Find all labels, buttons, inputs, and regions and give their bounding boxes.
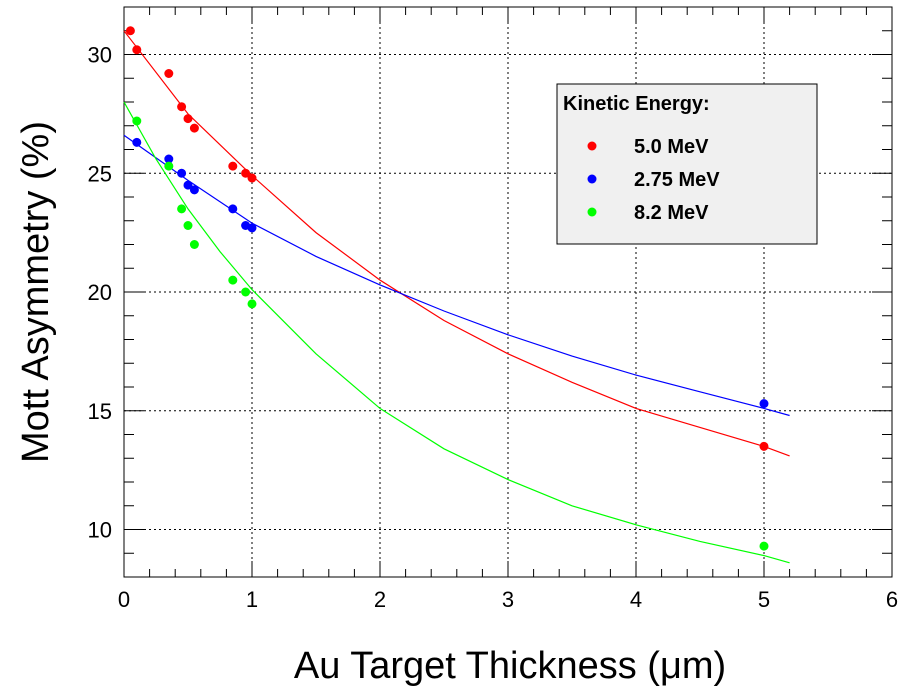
x-axis-title: Au Target Thickness (μm)	[294, 645, 726, 687]
legend-marker	[587, 207, 597, 217]
data-point	[189, 123, 199, 133]
data-point	[228, 161, 238, 171]
y-axis-title: Mott Asymmetry (%)	[15, 121, 57, 463]
x-tick-label: 5	[758, 587, 770, 612]
x-tick-label: 0	[118, 587, 130, 612]
data-point	[125, 26, 135, 36]
data-point	[132, 137, 142, 147]
tick-labels: 0 1 2 3 4 5 6 10 15 20 25 30	[88, 43, 899, 613]
fit-curve	[123, 101, 790, 564]
data-point	[164, 154, 174, 164]
legend-box	[556, 83, 818, 245]
data-point	[241, 168, 251, 178]
data-point	[177, 168, 187, 178]
data-point	[247, 173, 257, 183]
series-5-0-mev	[123, 26, 790, 457]
series-8-2-mev	[123, 101, 790, 564]
data-point	[183, 114, 193, 124]
x-tick-label: 6	[886, 587, 898, 612]
legend-marker	[587, 141, 597, 151]
data-point	[228, 204, 238, 214]
x-tick-label: 2	[374, 587, 386, 612]
data-point	[189, 185, 199, 195]
data-point	[189, 240, 199, 249]
series-2-75-mev	[123, 134, 790, 417]
data-point	[132, 45, 142, 55]
legend-items: 5.0 MeV 2.75 MeV 8.2 MeV	[587, 136, 720, 224]
y-tick-label: 15	[88, 399, 112, 424]
legend-title: Kinetic Energy:	[563, 93, 710, 115]
data-point	[247, 299, 257, 309]
data-point	[759, 441, 769, 451]
data-point	[247, 223, 257, 233]
data-point	[132, 116, 142, 126]
x-tick-label: 4	[630, 587, 642, 612]
legend: Kinetic Energy: 5.0 MeV 2.75 MeV 8.2 MeV	[556, 83, 818, 245]
fit-curve	[123, 134, 790, 417]
x-tick-label: 3	[502, 587, 514, 612]
data-point	[177, 102, 187, 112]
data-point	[241, 287, 251, 297]
data-point	[228, 275, 238, 285]
legend-label: 8.2 MeV	[634, 202, 709, 224]
y-tick-label: 25	[88, 161, 112, 186]
data-point	[164, 161, 174, 171]
y-tick-label: 10	[88, 518, 112, 543]
data-point	[177, 204, 187, 214]
series-layer	[123, 26, 790, 564]
data-point	[759, 541, 769, 551]
legend-label: 2.75 MeV	[634, 169, 720, 191]
data-point	[183, 221, 193, 230]
fit-curve	[123, 30, 790, 457]
y-tick-label: 30	[88, 43, 112, 68]
legend-label: 5.0 MeV	[634, 136, 709, 158]
y-tick-label: 20	[88, 280, 112, 305]
legend-marker	[587, 174, 597, 184]
data-point	[183, 180, 193, 190]
data-point	[164, 69, 174, 78]
x-tick-label: 1	[246, 587, 258, 612]
data-point	[759, 399, 769, 409]
